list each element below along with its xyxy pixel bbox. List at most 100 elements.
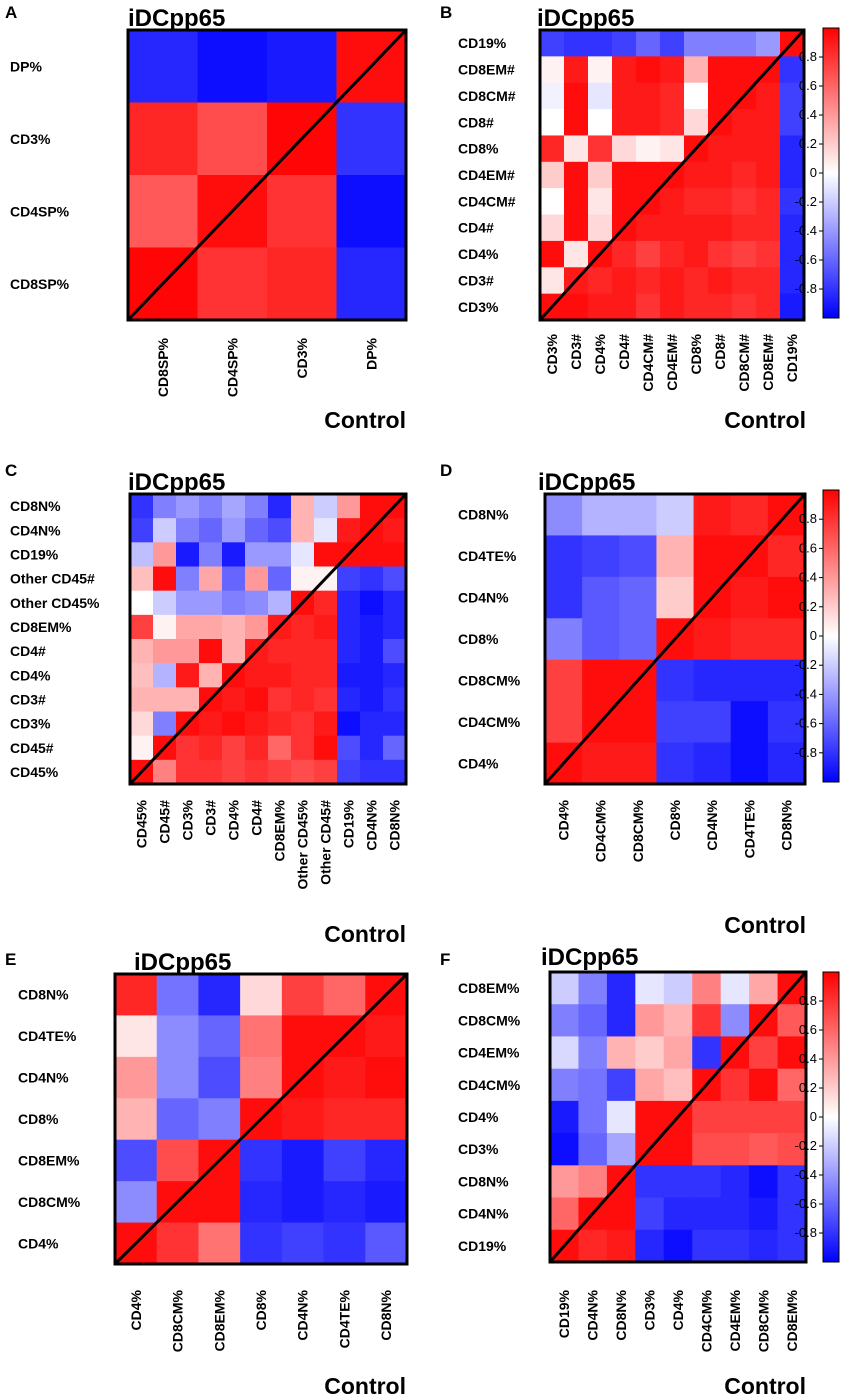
col-label-cd8-pct: CD8% [667,799,683,840]
heatmap-cell [222,518,246,543]
heatmap-cell [635,1229,665,1263]
heatmap-cell [199,542,223,568]
heatmap-cell [732,30,757,57]
col-label-cd8sp-pct: CD8SP% [155,337,171,397]
heatmap-cell [199,711,223,737]
heatmap-cell [777,1229,807,1263]
heatmap-cell [130,590,154,616]
x-axis-title-c: Control [324,921,406,947]
heatmap-cell [314,663,338,688]
heatmap-cell [267,175,338,249]
row-label-cd4-num: CD4# [10,643,46,659]
heatmap-cell [323,1139,366,1182]
heatmap-cell [588,82,613,110]
heatmap-cell [199,590,223,616]
heatmap-cell [199,518,223,543]
heatmap-cell [360,711,384,737]
col-label-cd8n-pct: CD8N% [778,799,794,850]
heatmap-cell [612,82,637,110]
heatmap-cell [336,247,407,321]
colorbar-tick-label: -0.8 [795,745,817,760]
heatmap-cell [540,240,565,268]
heatmap-cell [564,188,589,216]
heatmap-cell [360,759,384,785]
heatmap-cell [780,267,805,295]
heatmap-cell [663,1068,693,1102]
heatmap-cell [153,494,177,519]
heatmap-cell [240,974,283,1017]
heatmap-cell [240,1015,283,1058]
x-axis-title-b: Control [724,407,806,433]
heatmap-cell [612,267,637,295]
heatmap-cell [656,701,695,744]
heatmap-cell [663,1133,693,1166]
heatmap-cell [176,566,200,592]
colorbar-tick-label: -0.8 [795,281,817,296]
heatmap-cell [612,161,637,189]
heatmap-border [543,492,807,786]
heatmap-cell [153,566,177,592]
heatmap-cell [732,161,757,189]
heatmap-cell [281,1015,325,1058]
heatmap-cell [365,1181,408,1224]
colorbar-tick-label: -0.6 [795,1196,817,1211]
heatmap-cell [314,639,338,664]
heatmap-cell [708,30,733,57]
heatmap-cell [323,1181,366,1224]
row-label-cd3-num: CD3# [10,691,46,707]
heatmap-cell [360,663,384,688]
heatmap-cell [684,293,709,321]
heatmap-cell [128,102,199,176]
heatmap-cell [540,188,565,216]
heatmap-cell [578,1133,608,1166]
heatmap-cell [635,1004,665,1038]
heatmap-cell [337,566,361,592]
row-label-cd3-num: CD3# [458,273,494,289]
row-label-cd4em-pct: CD4EM% [458,1045,520,1061]
heatmap-cell [636,214,661,242]
heatmap-cell [176,542,200,568]
col-label-cd8-pct: CD8% [688,333,704,374]
heatmap-diagonal [543,492,807,786]
heatmap-cell [545,535,583,578]
colorbar-tick-label: -0.2 [795,194,817,209]
row-label-cd8cm-pct: CD8CM% [458,1012,521,1028]
row-label-cd4cm-pct: CD4CM% [458,714,521,730]
heatmap-cell [314,735,338,761]
heatmap-cell [550,1197,580,1231]
row-label-cd19-pct: CD19% [10,546,59,562]
heatmap-cell [756,240,781,268]
heatmap-cell [383,566,407,592]
heatmap-cell [780,293,805,321]
heatmap-cell [656,576,695,619]
heatmap-cell [176,614,200,640]
heatmap-cell [545,659,583,702]
heatmap-cell [708,267,733,295]
heatmap-cell [588,267,613,295]
col-label-cd4n-pct: CD4N% [295,1289,311,1340]
heatmap-cell [612,240,637,268]
col-label-other-cd45-num: Other CD45# [318,800,334,885]
panel-label-a: A [5,3,17,22]
heatmap-cell [245,494,269,519]
heatmap-cell [240,1181,283,1224]
heatmap-cell [636,161,661,189]
heatmap-cell [115,1181,158,1224]
heatmap-cell [540,214,565,242]
heatmap-cell [635,1197,665,1231]
heatmap-cell [197,247,268,321]
heatmap-cell [383,759,407,785]
heatmap-cell [176,639,200,664]
heatmap-cell [291,759,315,785]
col-label-cd4em-num: CD4EM# [664,334,680,391]
heatmap-cell [281,1139,325,1182]
heatmap-cell [606,1229,636,1263]
heatmap-cell [756,135,781,163]
heatmap-cell [281,1098,325,1141]
heatmap-cell [176,494,200,519]
heatmap-cell [268,711,292,737]
heatmap-cell [198,1098,241,1141]
heatmap-diagonal [113,972,409,1266]
heatmap-cell [749,1036,779,1070]
heatmap-cell [383,639,407,664]
